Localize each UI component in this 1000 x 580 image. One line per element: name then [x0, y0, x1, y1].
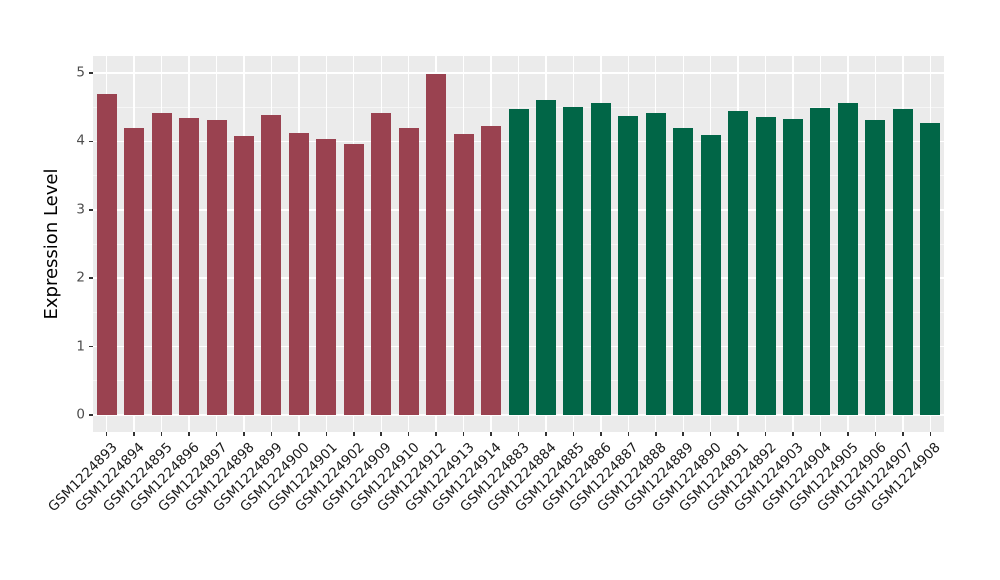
x-tick-mark [655, 432, 657, 436]
bar-GSM1224888 [645, 112, 666, 415]
bar-GSM1224895 [151, 112, 172, 415]
y-tick-mark [89, 140, 93, 143]
plot-panel [93, 56, 944, 432]
y-tick-label: 1 [76, 337, 85, 354]
y-tick-label: 3 [76, 201, 85, 218]
x-tick-mark [682, 432, 684, 436]
x-tick-mark [407, 432, 410, 436]
x-tick-mark [160, 432, 163, 436]
x-tick-mark [462, 432, 465, 436]
bar-GSM1224913 [453, 133, 474, 415]
y-tick-label: 4 [76, 132, 85, 149]
bar-GSM1224902 [343, 143, 364, 415]
bar-GSM1224899 [261, 115, 282, 415]
bar-GSM1224893 [96, 93, 117, 415]
bar-GSM1224903 [783, 118, 804, 415]
bar-GSM1224907 [892, 109, 913, 415]
bar-GSM1224900 [288, 132, 309, 415]
x-tick-mark [929, 432, 932, 436]
y-tick-mark [89, 209, 93, 211]
bar-GSM1224898 [233, 135, 254, 415]
y-tick-mark [89, 414, 93, 416]
bar-GSM1224885 [563, 106, 584, 415]
bar-GSM1224904 [810, 107, 831, 415]
x-tick-mark [133, 432, 135, 436]
x-tick-mark [435, 432, 437, 436]
x-tick-mark [709, 432, 712, 436]
x-tick-mark [517, 432, 520, 436]
x-tick-mark [380, 432, 382, 436]
bar-GSM1224901 [316, 139, 337, 415]
bar-GSM1224891 [728, 110, 749, 415]
y-tick-mark [89, 72, 93, 74]
x-tick-mark [215, 432, 218, 436]
x-tick-mark [902, 432, 904, 436]
x-tick-mark [874, 432, 877, 436]
x-tick-mark [627, 432, 630, 436]
bar-GSM1224914 [481, 125, 502, 415]
bar-GSM1224910 [398, 127, 419, 415]
x-tick-mark [298, 432, 300, 436]
x-tick-mark [600, 432, 602, 436]
x-tick-mark [545, 432, 547, 436]
x-tick-mark [325, 432, 328, 436]
x-tick-mark [819, 432, 822, 436]
x-tick-mark [737, 432, 739, 436]
bar-GSM1224889 [673, 127, 694, 415]
y-tick-label: 2 [76, 269, 85, 286]
x-tick-mark [353, 432, 355, 436]
bar-GSM1224905 [837, 103, 858, 415]
x-tick-mark [490, 432, 492, 436]
y-tick-mark [89, 277, 93, 279]
y-tick-label: 5 [76, 64, 85, 81]
x-tick-mark [188, 432, 190, 436]
x-tick-mark [270, 432, 273, 436]
bar-GSM1224890 [700, 134, 721, 415]
bar-GSM1224886 [590, 103, 611, 415]
y-axis-title-text: Expression Level [41, 168, 62, 320]
y-tick-label: 0 [76, 406, 85, 423]
bar-GSM1224884 [535, 100, 556, 415]
x-tick-mark [764, 432, 767, 436]
bar-GSM1224892 [755, 116, 776, 415]
bar-GSM1224894 [124, 128, 145, 415]
y-tick-mark [89, 345, 93, 348]
x-tick-mark [243, 432, 245, 436]
bar-GSM1224896 [179, 118, 200, 415]
bar-GSM1224883 [508, 108, 529, 415]
bar-GSM1224887 [618, 116, 639, 415]
bar-GSM1224897 [206, 120, 227, 415]
x-tick-mark [847, 432, 849, 436]
bar-GSM1224906 [865, 120, 886, 415]
bar-GSM1224912 [426, 73, 447, 415]
bar-GSM1224908 [920, 122, 941, 415]
x-tick-mark [792, 432, 794, 436]
x-tick-mark [572, 432, 575, 436]
bar-GSM1224909 [371, 113, 392, 415]
x-tick-mark [105, 432, 108, 436]
